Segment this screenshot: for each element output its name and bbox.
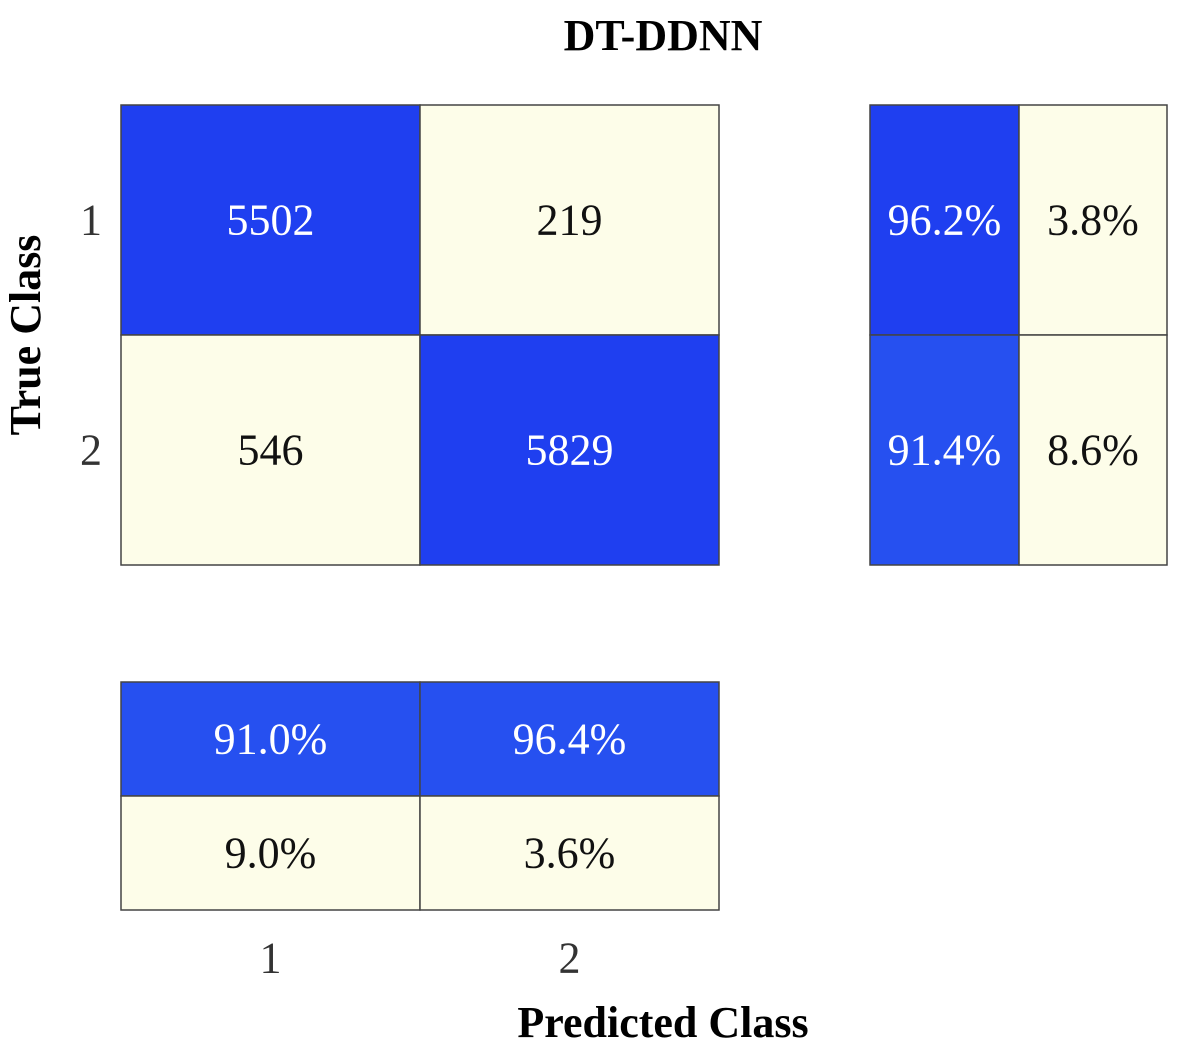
- row-summary-incorrect-cell: [1018, 104, 1168, 336]
- col-summary-correct-value: 91.0%: [214, 715, 328, 764]
- col-summary-incorrect-value: 3.6%: [524, 829, 616, 878]
- y-axis-label: True Class: [1, 235, 50, 436]
- row-summary-incorrect-value: 3.8%: [1047, 196, 1139, 245]
- row-summary-correct-value: 91.4%: [888, 426, 1002, 475]
- row-summary-incorrect-value: 8.6%: [1047, 426, 1139, 475]
- row-summary-incorrect-cell: [1018, 334, 1168, 566]
- col-summary-correct-cell: [419, 681, 720, 797]
- col-summary-correct-value: 96.4%: [513, 715, 627, 764]
- row-summary-correct-value: 96.2%: [888, 196, 1002, 245]
- chart-title: DT-DDNN: [564, 11, 763, 60]
- col-summary-incorrect-cell: [120, 795, 421, 911]
- matrix-cell: [419, 334, 720, 566]
- matrix-cell-value: 546: [238, 426, 304, 475]
- matrix-cell-value: 5829: [526, 426, 614, 475]
- col-summary-incorrect-cell: [419, 795, 720, 911]
- col-summary-incorrect-value: 9.0%: [225, 829, 317, 878]
- x-axis-label: Predicted Class: [517, 998, 808, 1047]
- matrix-cell-value: 5502: [227, 196, 315, 245]
- row-tick-label: 2: [80, 426, 102, 475]
- row-tick-label: 1: [80, 196, 102, 245]
- matrix-cell: [120, 104, 421, 336]
- matrix-cell-value: 219: [537, 196, 603, 245]
- matrix-cell: [419, 104, 720, 336]
- row-summary-correct-cell: [869, 334, 1020, 566]
- col-tick-label: 2: [559, 934, 581, 983]
- col-tick-label: 1: [260, 934, 282, 983]
- matrix-cell: [120, 334, 421, 566]
- row-summary-correct-cell: [869, 104, 1020, 336]
